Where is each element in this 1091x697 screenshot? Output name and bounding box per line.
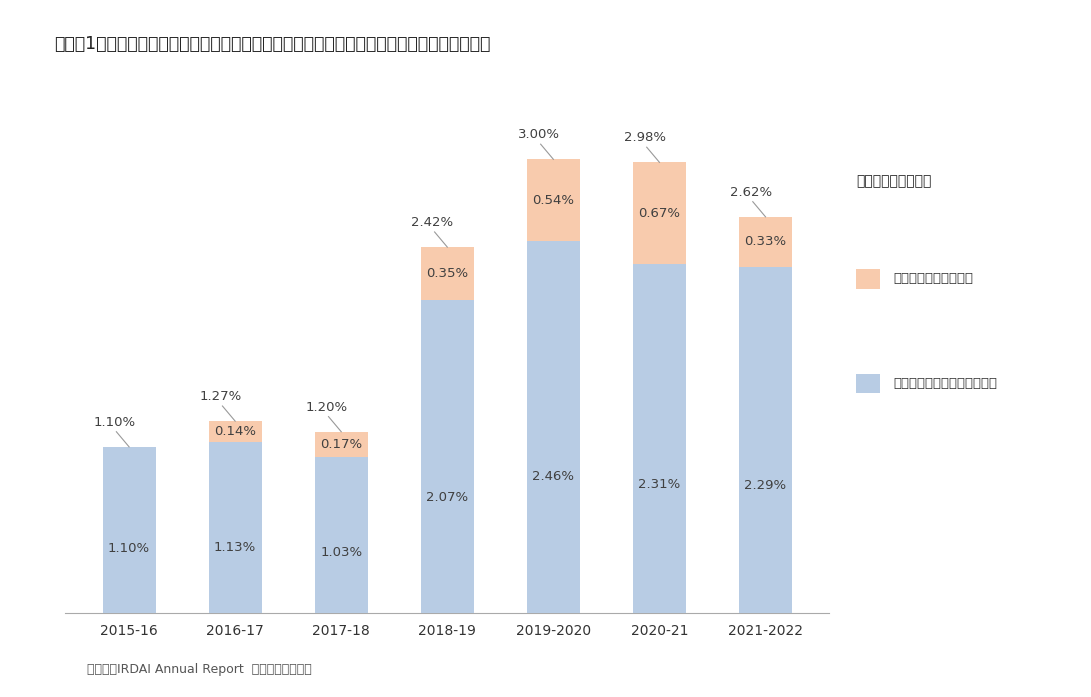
Text: 2.31%: 2.31%: [638, 478, 681, 491]
Bar: [103, 447, 156, 613]
Text: 3.00%: 3.00%: [517, 128, 560, 141]
Text: （資料）IRDAI Annual Report  各会計年度版より: （資料）IRDAI Annual Report 各会計年度版より: [87, 663, 312, 676]
Text: 1.10%: 1.10%: [108, 542, 151, 555]
Text: 0.67%: 0.67%: [638, 206, 681, 220]
Text: 1.13%: 1.13%: [214, 540, 256, 553]
Text: 2.98%: 2.98%: [624, 131, 666, 144]
Text: 1.03%: 1.03%: [320, 546, 362, 559]
Text: オンライン・ダイレクト販売: オンライン・ダイレクト販売: [894, 377, 997, 390]
Text: 0.35%: 0.35%: [427, 267, 468, 280]
Text: 1.10%: 1.10%: [93, 415, 135, 429]
Bar: [314, 431, 368, 457]
Bar: [421, 300, 473, 613]
Bar: [208, 443, 262, 613]
Bar: [739, 267, 792, 613]
Bar: [208, 421, 262, 443]
Text: 2.46%: 2.46%: [532, 470, 574, 483]
Text: グラフ1　個人保険販売におけるオンライン販売の販売シェアの推移（新契約保険料ベース）: グラフ1 個人保険販売におけるオンライン販売の販売シェアの推移（新契約保険料ベー…: [55, 35, 491, 53]
Text: ウェブアグリケータ－: ウェブアグリケータ－: [894, 273, 973, 285]
Text: 0.14%: 0.14%: [214, 425, 256, 438]
Text: 1.20%: 1.20%: [305, 401, 347, 413]
Text: オンライン販売合計: オンライン販売合計: [856, 174, 932, 188]
Bar: [739, 217, 792, 267]
Text: 0.33%: 0.33%: [744, 236, 787, 248]
Bar: [527, 160, 580, 241]
Bar: [633, 263, 686, 613]
Text: 2.07%: 2.07%: [427, 491, 468, 504]
Bar: [314, 457, 368, 613]
Bar: [421, 247, 473, 300]
Bar: [633, 162, 686, 263]
Bar: [527, 241, 580, 613]
Text: 0.17%: 0.17%: [320, 438, 362, 451]
Text: 1.27%: 1.27%: [200, 390, 241, 403]
Text: 2.29%: 2.29%: [744, 479, 787, 492]
Text: 0.54%: 0.54%: [532, 194, 574, 207]
Text: 2.42%: 2.42%: [411, 216, 454, 229]
Text: 2.62%: 2.62%: [730, 185, 771, 199]
